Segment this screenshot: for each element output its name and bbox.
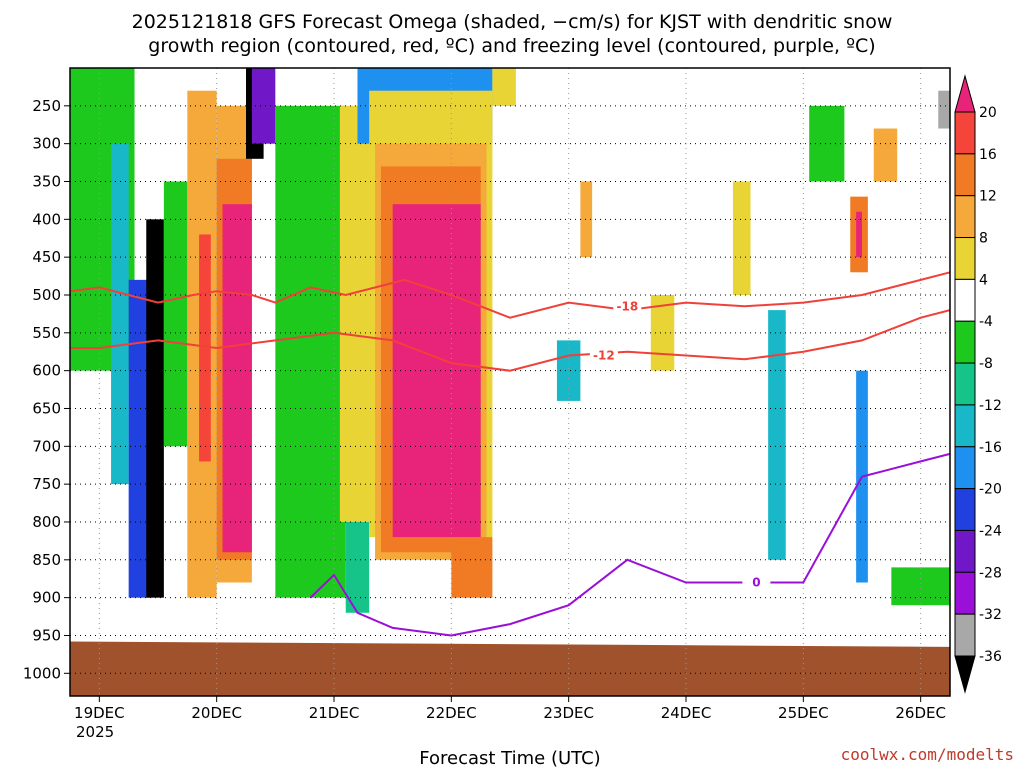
chart-title-line-1: 2025121818 GFS Forecast Omega (shaded, −… [132, 11, 893, 33]
contour--18C [69, 271, 951, 319]
y-tick-label: 450 [32, 248, 61, 266]
y-tick-label: 700 [32, 437, 61, 455]
colorbar-tick-label: 4 [979, 272, 988, 288]
colorbar-top-arrow [954, 74, 976, 113]
colorbar-tick-label: -20 [979, 482, 1002, 498]
omega-cell-29 [856, 211, 862, 258]
y-tick-label: 1000 [23, 664, 61, 682]
y-tick-label: 850 [32, 551, 61, 569]
colorbar-bin [954, 111, 976, 155]
colorbar-bin [954, 153, 976, 197]
colorbar-bin [954, 237, 976, 280]
colorbar: 20 16 12 8 4 -4 -8 -12 -16 -20 -24 -28 -32 -36 [954, 74, 1002, 694]
omega-cell-23 [580, 181, 593, 258]
credit-text: coolwx.com/modelts [841, 745, 1014, 764]
contour-label--18C: -18 [616, 299, 638, 313]
plot-frame [69, 67, 951, 697]
contour-label-bg [613, 298, 642, 314]
y-tick-label: 900 [32, 589, 61, 607]
omega-cell-14 [345, 521, 370, 613]
x-tick-label: 25DEC [778, 704, 829, 722]
colorbar-bin [954, 613, 976, 657]
y-tick-label: 500 [32, 286, 61, 304]
omega-cell-12 [275, 105, 346, 598]
y-tick-label: 300 [32, 135, 61, 153]
omega-cell-25 [732, 181, 751, 295]
omega-cell-19 [392, 204, 481, 538]
omega-shading [70, 68, 950, 613]
y-axis: 250 300 350 400 450 500 550 600 650 700 750 800 850 9… [23, 97, 70, 682]
omega-cell-31 [873, 128, 898, 182]
colorbar-tick-label: -4 [979, 314, 993, 330]
terrain-fill [70, 641, 950, 696]
omega-cell-9 [222, 204, 252, 553]
omega-cell-33 [938, 90, 950, 129]
colorbar-bin [954, 320, 976, 364]
colorbar-bin [954, 488, 976, 531]
contour-label--12C: -12 [593, 349, 615, 363]
y-tick-label: 650 [32, 399, 61, 417]
omega-cell-4 [163, 181, 188, 447]
colorbar-bin [954, 195, 976, 239]
plot-area: -18 -12 0 [69, 67, 951, 697]
omega-cell-24 [650, 294, 675, 371]
omega-cell-21 [492, 68, 516, 106]
y-tick-label: 750 [32, 475, 61, 493]
omega-cell-6 [199, 234, 211, 462]
colorbar-tick-label: -32 [979, 607, 1002, 623]
y-tick-label: 250 [32, 97, 61, 115]
omega-cell-20 [451, 537, 493, 598]
temperature-contours: -18 -12 0 [69, 271, 951, 637]
x-axis-year: 2025 [76, 723, 114, 741]
colorbar-bin [954, 404, 976, 448]
x-tick-label: 21DEC [309, 704, 360, 722]
colorbar-tick-label: -36 [979, 649, 1002, 665]
y-tick-label: 950 [32, 626, 61, 644]
y-tick-label: 600 [32, 362, 61, 380]
colorbar-tick-label: 20 [979, 105, 997, 121]
chart-title-line-2: growth region (contoured, red, ºC) and f… [148, 35, 875, 57]
omega-cell-27 [809, 105, 845, 182]
contour-label-bg [742, 574, 771, 590]
omega-cell-26 [768, 310, 786, 560]
colorbar-tick-label: -24 [979, 523, 1002, 539]
colorbar-bottom-arrow [954, 655, 976, 694]
colorbar-bin [954, 446, 976, 490]
colorbar-bin [954, 278, 976, 322]
contour--12C [70, 309, 951, 372]
x-tick-label: 26DEC [895, 704, 946, 722]
colorbar-tick-label: 16 [979, 147, 997, 163]
x-tick-label: 23DEC [543, 704, 594, 722]
gridlines [70, 68, 950, 696]
colorbar-bin [954, 362, 976, 406]
x-tick-label: 24DEC [661, 704, 712, 722]
y-tick-label: 350 [32, 172, 61, 190]
x-axis: 19DEC 20DEC 21DEC 22DEC 23DEC 24DEC 25DEC 26DEC [74, 696, 946, 722]
y-tick-label: 400 [32, 210, 61, 228]
y-tick-label: 550 [32, 324, 61, 342]
colorbar-bin [954, 571, 976, 615]
colorbar-tick-label: -28 [979, 565, 1002, 581]
contour-0C [309, 452, 951, 637]
colorbar-tick-label: -8 [979, 356, 993, 372]
y-tick-label: 800 [32, 513, 61, 531]
colorbar-bin [954, 529, 976, 573]
contour-label-bg [589, 347, 618, 363]
omega-cell-1 [111, 143, 129, 485]
colorbar-tick-label: 12 [979, 189, 997, 205]
omega-cell-11 [251, 68, 276, 144]
x-axis-title: Forecast Time (UTC) [419, 748, 600, 768]
colorbar-tick-label: 8 [979, 231, 988, 247]
x-tick-label: 22DEC [426, 704, 477, 722]
x-tick-label: 20DEC [191, 704, 242, 722]
x-tick-label: 19DEC [74, 704, 125, 722]
colorbar-tick-label: -12 [979, 398, 1002, 414]
contour-label-0C: 0 [752, 576, 760, 590]
colorbar-tick-label: -16 [979, 440, 1002, 456]
